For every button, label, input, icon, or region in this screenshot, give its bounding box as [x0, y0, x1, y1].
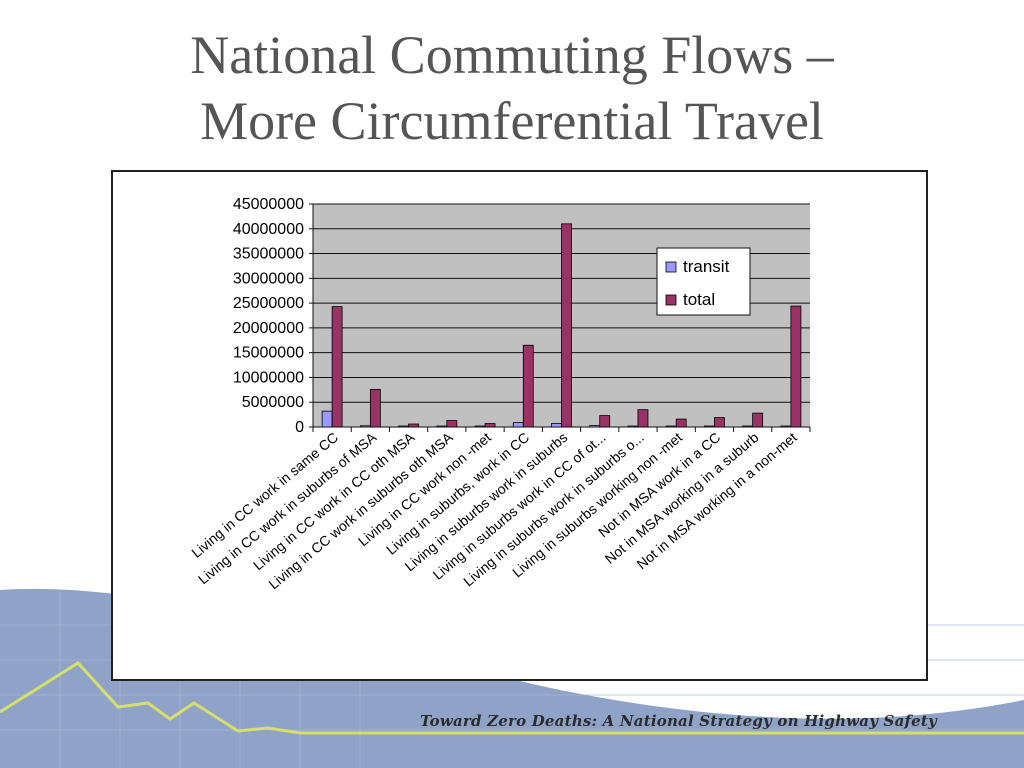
bar-transit	[474, 425, 486, 428]
bar-total	[675, 418, 687, 428]
y-tick-label: 15000000	[233, 345, 304, 362]
y-tick-label: 35000000	[233, 246, 304, 263]
bar-total	[522, 344, 534, 428]
bar-transit	[359, 425, 371, 428]
bar-total	[790, 305, 802, 428]
bar-total	[331, 306, 343, 428]
legend: transit total	[656, 247, 751, 316]
bar-transit	[551, 423, 562, 428]
footer-tagline: Toward Zero Deaths: A National Strategy …	[420, 712, 937, 730]
y-tick-label: 10000000	[233, 369, 304, 386]
legend-label-total: total	[683, 290, 715, 309]
bar-total	[637, 409, 649, 428]
bar-total	[752, 412, 764, 428]
bar-transit	[665, 425, 677, 428]
bar-transit	[321, 410, 333, 428]
bar-transit	[512, 422, 524, 428]
bar-total	[714, 417, 725, 428]
bar-transit	[589, 425, 601, 428]
legend-swatch-total	[665, 294, 677, 306]
title-line-1: National Commuting Flows –	[190, 25, 834, 85]
bar-transit	[742, 425, 754, 428]
bar-transit	[627, 425, 639, 428]
legend-swatch-transit	[665, 261, 677, 273]
bar-transit	[398, 425, 409, 428]
bar-total	[408, 423, 419, 428]
chart-frame: 0 5000000 10000000 15000000 20000000 25000000…	[111, 170, 928, 681]
y-tick-label: 5000000	[242, 394, 304, 411]
legend-label-transit: transit	[683, 257, 730, 276]
y-tick-label: 45000000	[233, 196, 304, 213]
bar-transit	[780, 425, 792, 428]
commuting-bar-chart: 0 5000000 10000000 15000000 20000000 25000000…	[188, 196, 811, 592]
bar-total	[369, 388, 381, 428]
y-tick-label: 25000000	[233, 295, 304, 312]
y-tick-label: 40000000	[233, 221, 304, 238]
y-tick-label: 30000000	[233, 270, 304, 287]
bar-transit	[704, 425, 715, 428]
y-tick-label: 0	[295, 419, 304, 436]
slide-title: National Commuting Flows – More Circumfe…	[0, 22, 1024, 154]
background-line	[0, 661, 1024, 735]
y-tick-label: 20000000	[233, 320, 304, 337]
bar-total	[446, 420, 458, 428]
bar-total	[484, 423, 496, 428]
title-line-2: More Circumferential Travel	[200, 91, 824, 151]
bar-total	[561, 223, 572, 428]
bar-total	[599, 415, 611, 428]
bar-transit	[436, 425, 448, 428]
